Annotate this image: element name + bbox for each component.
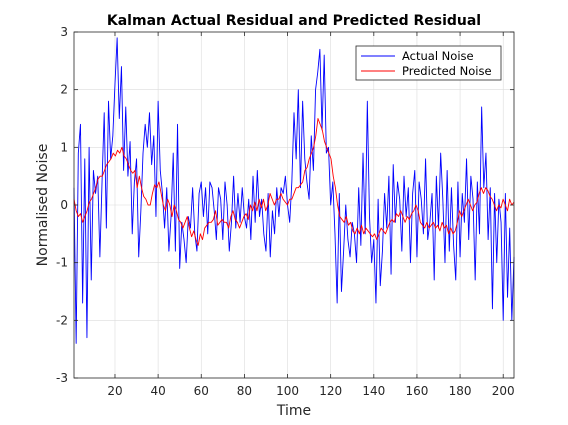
legend-label-predicted-noise: Predicted Noise [402, 64, 492, 78]
x-tick-label: 80 [237, 384, 252, 398]
x-tick-label: 20 [107, 384, 122, 398]
y-axis-label: Normalised Noise [35, 144, 51, 267]
x-tick-label: 200 [492, 384, 515, 398]
series-line-actual-noise [73, 37, 515, 344]
series-line-predicted-noise [73, 118, 515, 246]
y-tick-label: -1 [56, 256, 68, 270]
grid [74, 32, 514, 378]
plot-area: 20 40 60 80 100 120 140 160 180 200 -3 -2 -1 0 1 2 3 [56, 25, 515, 398]
x-tick-label: 180 [449, 384, 472, 398]
y-tick-label: 2 [60, 83, 68, 97]
ticks: 20 40 60 80 100 120 140 160 180 200 -3 -2 -1 0 1 2 3 [56, 25, 515, 398]
x-tick-label: 140 [362, 384, 385, 398]
x-tick-label: 160 [405, 384, 428, 398]
y-tick-label: 0 [60, 198, 68, 212]
y-tick-label: -2 [56, 313, 68, 327]
legend-box [355, 45, 502, 81]
x-axis-label: Time [276, 403, 311, 419]
legend-label-actual-noise: Actual Noise [402, 49, 474, 63]
y-tick-label: 3 [60, 25, 68, 39]
series-layer [73, 37, 515, 344]
y-tick-label: -3 [56, 371, 68, 385]
y-tick-label: 1 [60, 140, 68, 154]
x-tick-label: 60 [194, 384, 209, 398]
chart-title: Kalman Actual Residual and Predicted Res… [107, 13, 481, 29]
x-tick-label: 120 [319, 384, 342, 398]
legend: Actual Noise Predicted Noise [355, 45, 502, 81]
x-tick-label: 100 [276, 384, 299, 398]
x-tick-label: 40 [150, 384, 165, 398]
